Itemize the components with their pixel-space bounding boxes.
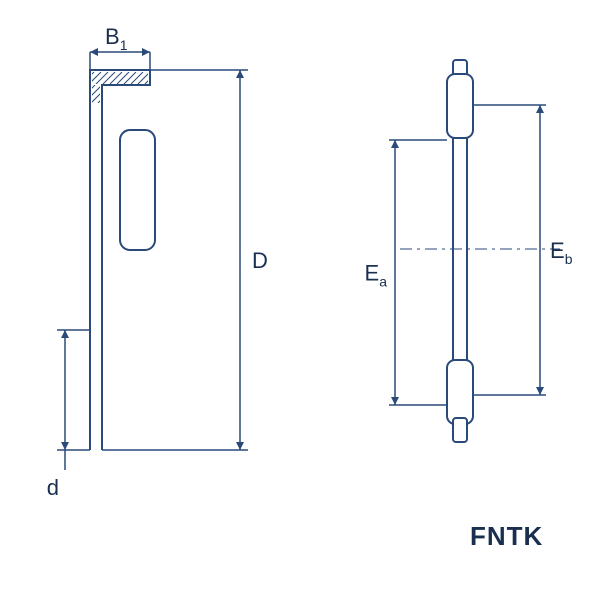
diagram-title: FNTK [470, 521, 543, 551]
label-d: d [47, 475, 59, 500]
label-b1: B1 [105, 24, 128, 53]
label-Ea: Ea [365, 261, 388, 290]
label-D: D [252, 248, 268, 273]
label-Eb: Eb [550, 238, 573, 267]
